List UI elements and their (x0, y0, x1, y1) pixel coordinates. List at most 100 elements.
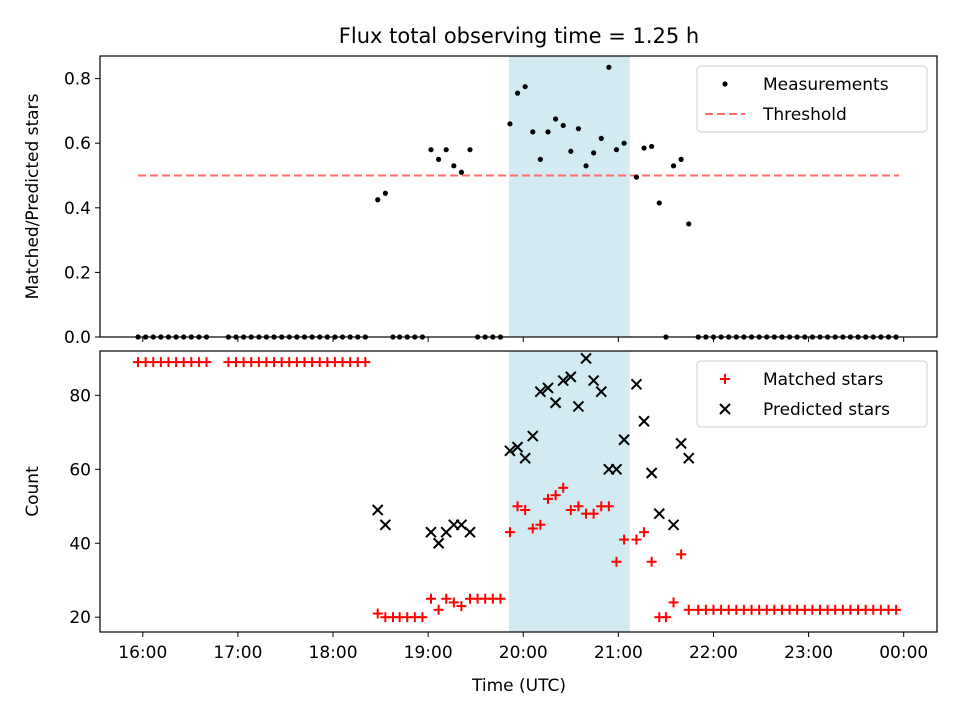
bottom-point-1-22 (610, 463, 623, 476)
top-legend-label-1: Threshold (762, 105, 847, 125)
top-point-0-53 (560, 122, 566, 129)
bottom-point-0-51 (542, 493, 553, 504)
bottom-point-0-60 (611, 556, 622, 567)
bottom-point-1-19 (587, 374, 600, 387)
bottom-point-0-63 (639, 527, 650, 538)
bottom-point-1-17 (572, 400, 585, 413)
bottom-legend-swatch-1 (719, 403, 731, 415)
top-ytick-label-4: 0.8 (64, 70, 91, 90)
bottom-legend-swatch-0 (720, 374, 730, 384)
bottom-point-1-3 (432, 537, 445, 549)
bottom-point-1-28 (667, 519, 680, 531)
bottom-xtick-label-7: 23:00 (784, 643, 833, 663)
bottom-point-0-66 (660, 612, 671, 623)
bottom-xtick-label-6: 22:00 (689, 643, 738, 663)
bottom-legend-swatch-1-b (719, 403, 731, 415)
bottom-legend: Matched stars Predicted stars (696, 360, 928, 428)
bottom-point-1-23-b (618, 434, 630, 446)
bottom-point-1-9-b (511, 441, 524, 453)
bottom-point-0-36 (425, 593, 436, 604)
top-point-0-56 (583, 163, 589, 169)
bottom-highlight-span (508, 351, 630, 632)
bottom-point-1-17-b (572, 400, 585, 413)
bottom-point-1-11 (527, 430, 539, 442)
bottom-legend-box (696, 360, 928, 428)
top-point-0-68 (678, 156, 684, 162)
top-legend-swatch-0 (722, 81, 728, 87)
bottom-point-1-0-b (372, 504, 384, 516)
bottom-point-0-47 (512, 501, 523, 512)
bottom-point-1-6-b (455, 519, 468, 531)
bottom-point-1-8 (504, 445, 516, 457)
top-highlight-span (508, 56, 630, 337)
bottom-xtick-label-8: 00:00 (879, 643, 928, 663)
top-point-0-60 (613, 147, 620, 153)
top-point-0-39 (451, 163, 457, 169)
top-point-0-41 (467, 147, 473, 153)
bottom-point-1-28-b (667, 519, 680, 531)
bottom-point-0-96 (891, 604, 902, 615)
bottom-point-1-25-b (638, 415, 650, 427)
bottom-series-matched-stars (133, 357, 902, 623)
bottom-point-1-10 (519, 452, 531, 464)
top-point-0-49 (530, 129, 536, 135)
bottom-point-0-67 (668, 597, 679, 608)
bottom-point-1-24 (630, 378, 643, 390)
top-ytick-label-0: 0.0 (64, 328, 91, 348)
top-point-0-62 (633, 174, 640, 180)
bottom-point-1-14 (549, 397, 562, 409)
bottom-point-1-9 (511, 441, 524, 453)
bottom-ytick-label-0: 20 (69, 608, 91, 628)
bottom-point-1-30-b (683, 452, 695, 464)
bottom-point-1-29 (675, 437, 687, 450)
bottom-point-0-62 (631, 534, 642, 545)
top-legend: Measurements Threshold (696, 65, 928, 133)
bottom-legend-label-1: Predicted stars (763, 400, 890, 420)
bottom-point-1-26-b (645, 467, 658, 479)
bottom-point-0-64 (646, 556, 657, 567)
bottom-point-0-39 (448, 597, 459, 608)
bottom-xtick-label-0: 16:00 (118, 643, 167, 663)
x-axis-label: Time (UTC) (471, 676, 566, 696)
top-point-0-63 (641, 145, 647, 151)
bottom-point-0-40 (456, 601, 467, 612)
bottom-point-1-26 (645, 467, 658, 479)
bottom-point-1-14-b (549, 397, 562, 409)
top-point-0-36 (428, 147, 434, 153)
bottom-point-1-15-b (557, 374, 569, 387)
bottom-ytick-label-2: 60 (69, 460, 91, 480)
bottom-point-1-12 (534, 385, 547, 398)
top-point-0-57 (591, 150, 597, 156)
bottom-xtick-label-3: 19:00 (404, 643, 453, 663)
top-point-0-46 (507, 121, 513, 127)
top-point-0-67 (670, 163, 677, 169)
bottom-point-1-13-b (542, 382, 554, 394)
bottom-y-axis-label: Count (23, 466, 43, 517)
top-ytick-label-2: 0.4 (64, 199, 91, 219)
top-point-0-61 (621, 140, 627, 146)
bottom-axes-frame (99, 350, 938, 633)
bottom-panel: 20 40 60 80 16:00 17:00 18:00 19:00 20:00 21:00 22… (23, 350, 938, 663)
bottom-point-1-1 (379, 519, 392, 531)
bottom-point-1-8-b (504, 445, 516, 457)
bottom-point-1-13 (542, 382, 554, 394)
bottom-point-1-29-b (675, 437, 687, 450)
bottom-legend-label-0: Matched stars (763, 370, 883, 390)
bottom-point-1-30 (683, 452, 695, 464)
bottom-point-1-7 (464, 526, 476, 538)
bottom-point-0-61 (619, 534, 630, 545)
bottom-point-0-35 (417, 612, 428, 623)
bottom-point-1-20-b (595, 385, 607, 398)
bottom-series-predicted-stars (372, 352, 695, 549)
bottom-point-1-3-b (432, 537, 445, 549)
bottom-point-1-0 (372, 504, 384, 516)
bottom-point-1-16-b (565, 371, 577, 383)
bottom-xtick-label-2: 18:00 (309, 643, 358, 663)
bottom-point-0-28 (360, 357, 371, 368)
bottom-point-0-57 (588, 508, 599, 519)
bottom-point-1-2-b (425, 526, 437, 538)
bottom-point-1-1-b (379, 519, 392, 531)
top-ytick-label-1: 0.2 (64, 263, 91, 283)
top-axes-frame (99, 55, 938, 338)
